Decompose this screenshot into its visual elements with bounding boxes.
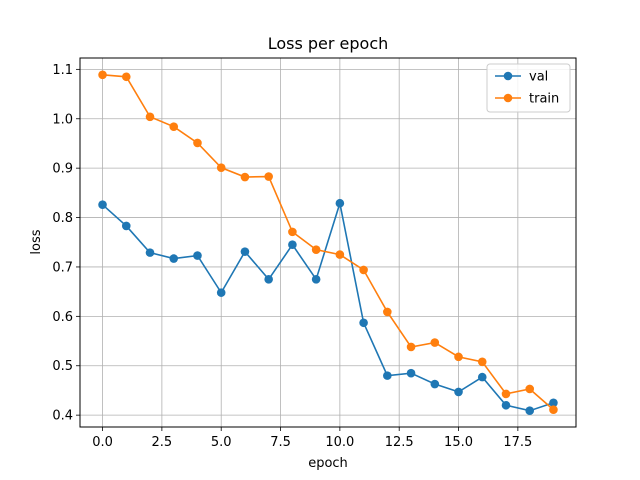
train-point [549, 405, 558, 415]
train-point [121, 72, 131, 82]
val-point [454, 387, 463, 397]
legend-marker-val [503, 71, 513, 81]
train-point [501, 389, 511, 399]
val-point [383, 371, 392, 380]
x-tick-label: 17.5 [503, 435, 532, 450]
x-tick-label: 2.5 [152, 435, 173, 450]
y-tick-label: 0.7 [52, 260, 73, 275]
chart-title: Loss per epoch [268, 34, 389, 53]
val-point [406, 368, 416, 378]
series-layer [98, 70, 558, 415]
val-point [169, 254, 179, 263]
y-tick-label: 0.5 [52, 359, 73, 374]
x-axis-label: epoch [308, 456, 348, 471]
val-point [193, 251, 202, 260]
x-tick-label: 5.0 [211, 435, 232, 450]
val-point [216, 288, 226, 297]
val-point [549, 398, 558, 408]
y-tick-label: 0.4 [52, 409, 73, 424]
val-point [311, 275, 321, 284]
train-point [145, 112, 155, 122]
train-point [193, 138, 202, 148]
series-train [98, 70, 558, 415]
series-val [98, 198, 558, 415]
y-axis-label: loss [29, 229, 44, 254]
x-tick-label: 15.0 [444, 435, 473, 450]
val-point [335, 198, 345, 208]
train-point [264, 172, 273, 181]
val-point [525, 406, 535, 415]
train-point [454, 352, 463, 362]
y-tick-label: 1.0 [52, 112, 73, 127]
train-point [98, 70, 107, 80]
val-point [288, 240, 297, 250]
y-tick-label: 0.9 [52, 162, 73, 177]
y-tick-label: 0.6 [52, 310, 73, 325]
train-point [430, 338, 440, 347]
x-tick-label: 12.5 [385, 435, 414, 450]
train-point [477, 357, 487, 367]
train-point [311, 245, 321, 254]
val-point [121, 221, 131, 231]
legend-label-val: val [529, 70, 548, 85]
x-tick-label: 7.5 [270, 435, 291, 450]
train-point [383, 307, 392, 317]
val-point [98, 200, 107, 210]
y-axis: 0.4 0.5 0.6 0.7 0.8 0.9 1.0 1.1 [52, 63, 80, 424]
train-point [288, 227, 297, 237]
x-tick-label: 0.0 [92, 435, 113, 450]
val-point [359, 318, 368, 328]
train-point [335, 250, 345, 259]
val-point [264, 275, 273, 284]
x-axis: 0.0 2.5 5.0 7.5 10.0 12.5 15.0 17.5 [92, 427, 532, 450]
train-point [406, 342, 416, 352]
val-point [501, 400, 511, 410]
val-point [477, 372, 487, 382]
legend-label-train: train [529, 92, 559, 107]
y-tick-label: 1.1 [52, 63, 73, 78]
legend: val train [486, 63, 571, 113]
val-point [240, 247, 250, 256]
val-point [430, 379, 440, 389]
train-point [240, 172, 250, 182]
train-point [525, 384, 535, 394]
x-tick-label: 10.0 [325, 435, 354, 450]
plot-frame [79, 57, 577, 428]
train-point [359, 265, 368, 275]
y-tick-label: 0.8 [52, 211, 73, 226]
train-point [216, 163, 226, 172]
train-point [169, 122, 179, 131]
val-point [145, 248, 155, 257]
legend-marker-train [503, 93, 513, 103]
